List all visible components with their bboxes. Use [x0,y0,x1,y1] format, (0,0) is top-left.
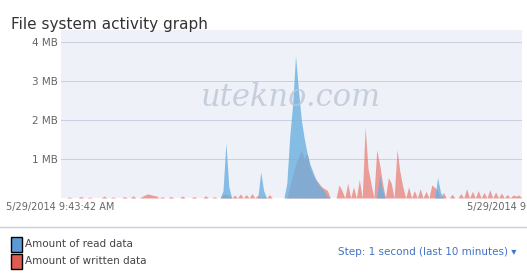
Text: Amount of read data: Amount of read data [25,239,133,249]
Text: utekno.com: utekno.com [201,82,381,113]
Text: File system activity graph: File system activity graph [11,16,208,32]
Text: Step: 1 second (last 10 minutes) ▾: Step: 1 second (last 10 minutes) ▾ [338,247,516,257]
Text: Amount of written data: Amount of written data [25,256,147,266]
